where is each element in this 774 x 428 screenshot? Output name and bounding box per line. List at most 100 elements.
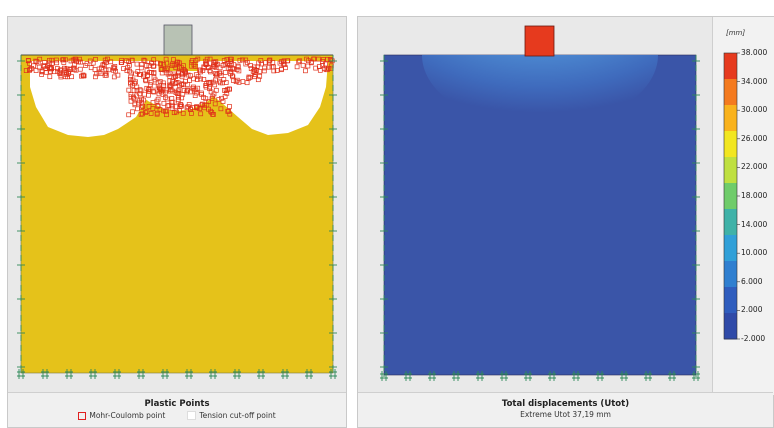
- mohr-coulomb-point: [103, 67, 109, 73]
- legend-mohr-coulomb: Mohr-Coulomb point: [78, 411, 165, 420]
- mohr-coulomb-point: [203, 62, 209, 67]
- colorbar-tick-label: 38.000: [741, 48, 768, 57]
- mohr-coulomb-point: [106, 67, 111, 73]
- fixed-base-marker: [257, 369, 265, 379]
- displacement-bulb: [422, 55, 658, 127]
- mohr-coulomb-point: [216, 97, 222, 102]
- colorbar-segment: [724, 261, 737, 288]
- mohr-coulomb-point: [206, 106, 211, 112]
- mohr-coulomb-point: [170, 103, 175, 109]
- colorbar-tick-label: 26.000: [741, 133, 768, 143]
- mohr-coulomb-point: [111, 67, 116, 73]
- mohr-coulomb-point: [144, 63, 149, 68]
- mohr-coulomb-point: [61, 57, 66, 62]
- colorbar-tick-label: 22.000: [741, 162, 768, 172]
- mohr-coulomb-point: [281, 58, 287, 64]
- mohr-coulomb-point: [47, 57, 52, 63]
- mohr-coulomb-point: [141, 57, 147, 63]
- legend-tension-cutoff: Tension cut-off point: [187, 411, 276, 420]
- mohr-coulomb-point: [130, 109, 135, 115]
- mohr-coulomb-point: [217, 70, 223, 76]
- mohr-coulomb-point: [218, 106, 224, 112]
- mohr-coulomb-point: [158, 61, 164, 67]
- mohr-coulomb-point: [139, 99, 144, 105]
- mohr-coulomb-point: [303, 68, 308, 74]
- tension-zone-left: [30, 61, 160, 137]
- mohr-coulomb-point: [201, 95, 206, 100]
- mohr-coulomb-point: [170, 78, 176, 84]
- mohr-coulomb-point: [144, 68, 150, 73]
- mohr-coulomb-point: [25, 58, 31, 64]
- mohr-coulomb-point: [257, 73, 263, 79]
- mohr-coulomb-point: [227, 66, 233, 72]
- mohr-coulomb-point: [191, 63, 197, 69]
- mohr-coulomb-point: [131, 94, 136, 100]
- mohr-coulomb-point: [63, 74, 68, 80]
- mohr-coulomb-point: [190, 105, 195, 110]
- mohr-coulomb-point: [166, 103, 172, 108]
- mohr-coulomb-point: [194, 77, 200, 82]
- mohr-coulomb-point: [161, 62, 166, 67]
- mohr-coulomb-point: [258, 58, 264, 63]
- colorbar-segment: [724, 209, 737, 236]
- mohr-coulomb-point: [207, 68, 213, 73]
- mohr-coulomb-point: [203, 84, 209, 90]
- fixed-base-marker: [65, 369, 73, 379]
- mohr-coulomb-point: [150, 100, 156, 105]
- mohr-coulomb-point: [263, 60, 269, 66]
- mohr-coulomb-point: [194, 90, 199, 96]
- mohr-coulomb-point: [325, 67, 330, 73]
- mohr-coulomb-point: [42, 60, 47, 65]
- fixed-base-marker: [41, 369, 49, 379]
- mohr-coulomb-point: [199, 90, 204, 96]
- mohr-coulomb-point: [164, 96, 170, 102]
- mohr-coulomb-point: [179, 95, 185, 101]
- mohr-coulomb-point: [54, 60, 60, 66]
- mohr-coulomb-point: [151, 71, 157, 77]
- mohr-coulomb-point: [231, 78, 236, 83]
- mohr-coulomb-point: [175, 97, 181, 102]
- fixed-base-marker: [185, 369, 193, 379]
- colorbar-segment: [724, 183, 737, 210]
- plastic-points-panel: Plastic Points Mohr-Coulomb point Tensio…: [7, 16, 347, 428]
- mohr-coulomb-point: [39, 68, 45, 74]
- mohr-coulomb-point: [164, 112, 169, 118]
- fixed-base-marker: [305, 369, 313, 379]
- fixed-base-marker: [428, 371, 436, 381]
- mohr-coulomb-point: [208, 69, 213, 75]
- fixed-base-marker: [329, 369, 337, 379]
- mohr-coulomb-point: [228, 58, 234, 64]
- mohr-coulomb-point: [279, 66, 284, 72]
- mohr-coulomb-point: [320, 59, 325, 64]
- total-displacements-caption: Total displacements (Utot) Extreme Utot …: [358, 392, 773, 427]
- footing-block: [524, 25, 555, 57]
- mohr-coulomb-point: [206, 79, 211, 85]
- mohr-coulomb-point: [218, 73, 224, 78]
- mohr-coulomb-point: [316, 56, 321, 62]
- mohr-coulomb-point: [88, 65, 94, 71]
- mohr-coulomb-point: [143, 110, 148, 115]
- mohr-coulomb-point: [160, 92, 166, 97]
- mohr-coulomb-point: [58, 74, 64, 80]
- mohr-coulomb-swatch: [78, 411, 87, 420]
- mohr-coulomb-point: [131, 87, 137, 93]
- mohr-coulomb-point: [213, 59, 219, 65]
- mohr-coulomb-point: [261, 68, 267, 74]
- mohr-coulomb-point: [158, 67, 164, 72]
- mohr-coulomb-point: [207, 84, 212, 90]
- mohr-coulomb-point: [160, 80, 166, 86]
- mohr-coulomb-point: [164, 60, 170, 66]
- mohr-coulomb-point: [280, 59, 286, 65]
- mohr-coulomb-point: [173, 81, 178, 86]
- mohr-coulomb-point: [143, 78, 149, 84]
- mohr-coulomb-point: [233, 79, 239, 84]
- mohr-coulomb-point: [212, 64, 217, 69]
- mohr-coulomb-point: [213, 77, 218, 83]
- mohr-coulomb-point: [39, 72, 44, 77]
- mohr-coulomb-point: [158, 86, 163, 92]
- colorbar: [mm] 38.000 34.000 30.000 26.000 22.000 18.00…: [712, 17, 774, 395]
- mohr-coulomb-point: [181, 88, 187, 93]
- mohr-coulomb-point: [163, 70, 169, 76]
- mohr-coulomb-point: [138, 111, 144, 117]
- mohr-coulomb-point: [207, 56, 213, 62]
